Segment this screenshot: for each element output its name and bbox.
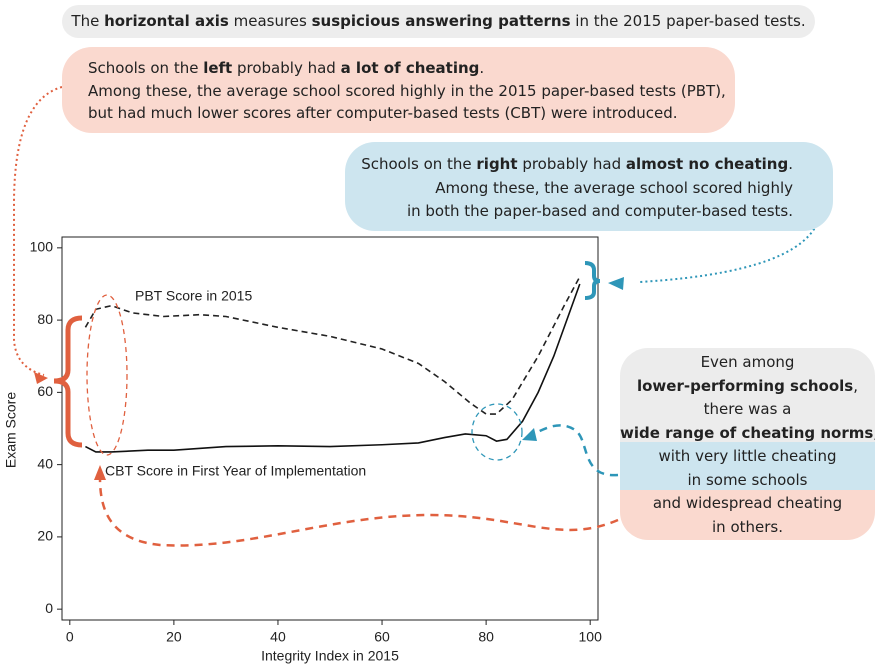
annotation-line: Schools on the right probably had almost…: [345, 153, 793, 177]
annotation-line: in others.: [620, 516, 875, 540]
text-run: probably had: [232, 59, 341, 77]
text-run: in others.: [712, 517, 783, 536]
text-run: and widespread cheating: [652, 494, 843, 512]
text-run: .: [479, 59, 485, 77]
text-run: almost no cheating: [625, 155, 789, 173]
text-run: probably had: [517, 155, 626, 173]
text-run: Among these, the average school scored h…: [88, 81, 726, 100]
x-tick-label: 0: [66, 629, 74, 645]
text-run: left: [203, 59, 233, 77]
highlight-ellipse: [471, 403, 523, 461]
text-run: suspicious answering patterns: [311, 12, 571, 30]
arrowhead: [522, 428, 537, 441]
annotation-line: in both the paper-based and computer-bas…: [345, 200, 793, 224]
text-run: wide range of cheating norms: [620, 423, 874, 442]
text-run: with very little cheating: [658, 447, 837, 465]
y-tick-label: 60: [37, 383, 53, 399]
text-run: in both the paper-based and computer-bas…: [406, 202, 793, 220]
annotation: The horizontal axis measures suspicious …: [62, 5, 815, 38]
connector: [529, 424, 619, 477]
annotation-line: but had much lower scores after computer…: [88, 102, 735, 125]
annotation-line: Among these, the average school scored h…: [88, 80, 735, 103]
text-run: Schools on the: [88, 59, 204, 77]
annotation-line: and widespread cheating: [620, 492, 875, 516]
y-tick-label: 20: [37, 528, 53, 544]
arrowhead: [34, 372, 48, 384]
annotation-line: Even among: [620, 351, 875, 375]
annotation-line: there was a: [620, 398, 875, 422]
arrowhead: [608, 277, 624, 290]
text-run: horizontal axis: [104, 12, 229, 30]
text-run: lower-performing schools: [636, 376, 854, 395]
text-run: in some schools: [687, 470, 808, 489]
text-run: Among these, the average school scored h…: [435, 178, 793, 197]
y-axis-label: Exam Score: [3, 392, 19, 468]
text-run: The: [71, 12, 105, 30]
text-run: there was a: [703, 400, 792, 418]
series-line: [84, 276, 581, 415]
text-run: in the 2015 paper-based tests.: [570, 12, 806, 30]
annotation-line: wide range of cheating norms,: [620, 422, 875, 446]
text-run: Even among: [700, 353, 795, 371]
x-tick-label: 100: [579, 629, 603, 645]
annotation: Schools on the left probably had a lot o…: [62, 47, 735, 133]
x-tick-label: 20: [166, 629, 182, 645]
annotation: Schools on the right probably had almost…: [345, 142, 833, 231]
brace: [584, 261, 601, 300]
arrowhead: [94, 465, 106, 480]
annotation-line: lower-performing schools,: [620, 375, 875, 399]
text-run: measures: [228, 12, 312, 30]
x-tick-label: 60: [374, 629, 390, 645]
series-label: CBT Score in First Year of Implementatio…: [105, 463, 366, 479]
y-tick-label: 40: [37, 455, 53, 471]
y-tick-label: 0: [45, 600, 53, 616]
x-tick-label: 40: [270, 629, 286, 645]
text-run: a lot of cheating: [340, 59, 480, 77]
text-run: right: [476, 155, 518, 173]
connector: [13, 86, 63, 376]
annotation-line: in some schools: [620, 469, 875, 493]
text-run: ,: [873, 424, 875, 442]
text-run: .: [788, 155, 793, 173]
connector: [639, 194, 823, 283]
brace: [53, 315, 83, 448]
annotation-line: Among these, the average school scored h…: [345, 177, 793, 201]
text-run: but had much lower scores after computer…: [88, 104, 678, 122]
lines: [84, 276, 581, 453]
plot-frame: [61, 236, 599, 621]
annotation: Even among lower-performing schools, there…: [620, 348, 875, 540]
highlight-ellipse: [86, 294, 128, 456]
y-tick-label: 80: [37, 311, 53, 327]
series-line: [85, 283, 581, 453]
y-tick-label: 100: [30, 239, 54, 255]
annotation-line: Schools on the left probably had a lot o…: [88, 57, 735, 80]
x-axis-label: Integrity Index in 2015: [261, 648, 399, 664]
connector: [98, 477, 619, 547]
axes: 0 20 40 60 80 100 0 20 40 60 80 100: [30, 239, 602, 645]
text-run: Schools on the: [361, 155, 477, 173]
annotation-line: with very little cheating: [620, 445, 875, 469]
x-tick-label: 80: [478, 629, 494, 645]
text-run: ,: [853, 376, 858, 395]
annotation-line: The horizontal axis measures suspicious …: [62, 5, 815, 38]
series-label: PBT Score in 2015: [135, 288, 252, 304]
